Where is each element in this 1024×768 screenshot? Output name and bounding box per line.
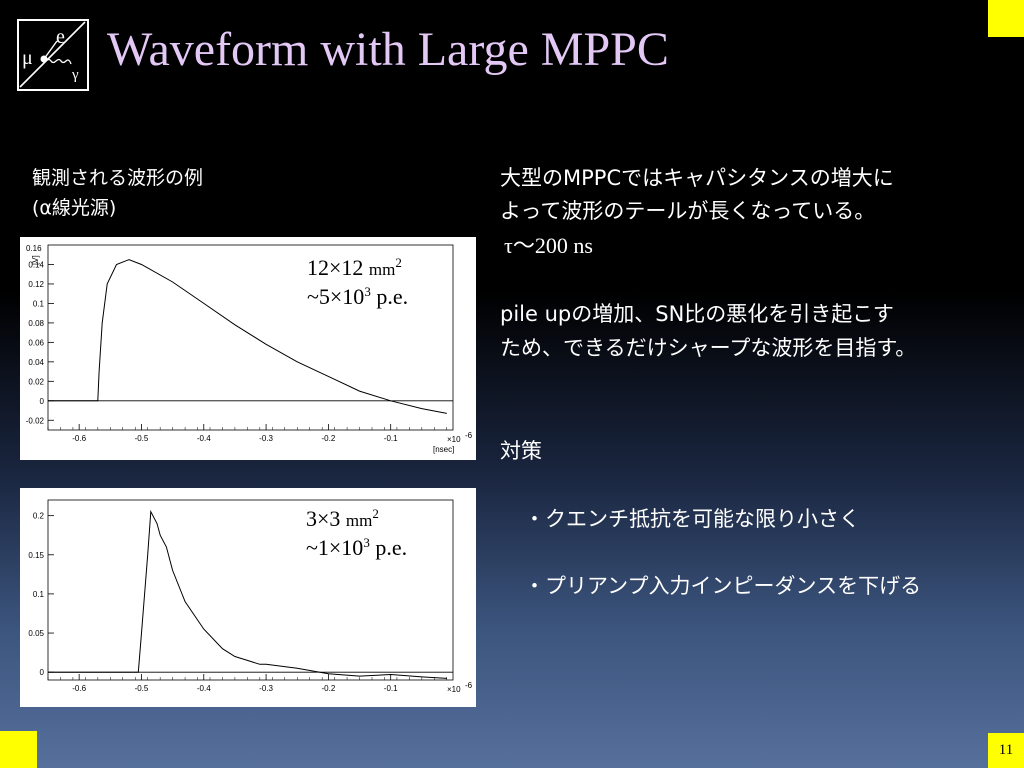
logo-letter-e: e <box>56 26 65 48</box>
body-text-line1: 大型のMPPCではキャパシタンスの増大に <box>500 166 894 190</box>
plot-label-size: 12×12 mm2 <box>307 255 402 283</box>
label-unit: mm <box>345 511 373 530</box>
y-tick-label: 0.02 <box>28 377 44 386</box>
y-tick-label: 0 <box>40 668 45 677</box>
x-tick-label: -0.3 <box>259 684 273 693</box>
y-tick-label: 0.04 <box>28 358 44 367</box>
label-unit-exp: 2 <box>395 255 402 270</box>
label-pe-suffix: p.e. <box>370 284 409 309</box>
waveform-plot-3mm: 0 0.05 0.1 0.15 0.2 -0.6 -0.5 -0.4 -0.3 -0.2 -0.1 ×… <box>20 488 476 707</box>
body-text-line4: pile upの増加、SN比の悪化を引き起こす <box>500 302 894 326</box>
countermeasure-item-1: ・クエンチ抵抗を可能な限り小さく <box>524 507 860 531</box>
x-tick-label: -0.5 <box>135 434 149 443</box>
x-multiplier-label: ×10 <box>447 435 461 444</box>
x-tick-label: -0.2 <box>321 434 335 443</box>
logo-photon-wave <box>45 58 72 65</box>
y-axis-unit: [V] <box>31 255 40 265</box>
x-tick-label: -0.4 <box>197 684 211 693</box>
corner-accent-bottom-left <box>0 731 37 768</box>
label-pe-exp: 3 <box>364 284 371 299</box>
x-tick-label: -0.1 <box>384 684 398 693</box>
y-tick-label: 0.05 <box>28 629 44 638</box>
page-number-text: 11 <box>998 742 1014 758</box>
y-tick-label: 0.15 <box>28 551 44 560</box>
slide-title: Waveform with Large MPPC <box>107 23 669 76</box>
label-pe-prefix: ~5×10 <box>307 284 365 309</box>
y-tick-label: 0.1 <box>33 299 45 308</box>
body-text-line2: よって波形のテールが長くなっている。 <box>500 199 876 223</box>
waveform-plot-12mm: -0.02 0 0.02 0.04 0.06 0.08 0.1 0.12 0.14 -0.6 -0.… <box>20 237 476 460</box>
x-tick-label: -0.6 <box>72 434 86 443</box>
countermeasure-item-2: ・プリアンプ入力インピーダンスを下げる <box>524 574 922 598</box>
label-pe-prefix: ~1×10 <box>306 535 364 560</box>
x-multiplier-exponent: -6 <box>465 681 473 690</box>
x-tick-label: -0.4 <box>197 434 211 443</box>
x-tick-label: -0.2 <box>321 684 335 693</box>
tau-value: τ～200 ns <box>504 233 593 258</box>
y-tick-label: 0 <box>40 397 45 406</box>
waveform-series-line <box>48 259 447 414</box>
corner-accent-top-right <box>988 0 1024 37</box>
y-tick-label: -0.02 <box>26 416 45 425</box>
plot-caption-line2: (α線光源) <box>32 197 117 219</box>
waveform-series-line <box>48 509 447 679</box>
y-tick-label: 0.2 <box>33 512 45 521</box>
plot-frame <box>47 244 454 431</box>
countermeasure-heading: 対策 <box>500 439 542 463</box>
plot-label-pe: ~5×103 p.e. <box>307 284 408 310</box>
page-number: 11 <box>988 733 1024 768</box>
y-tick-label: 0.14 <box>28 260 44 269</box>
logo-diagonal <box>19 21 86 88</box>
label-unit: mm <box>368 260 396 279</box>
x-tick-label: -0.3 <box>259 434 273 443</box>
y-tick-label: 0.1 <box>33 590 45 599</box>
y-axis-scale-label: 0.16 <box>26 244 42 253</box>
label-pe-suffix: p.e. <box>369 535 408 560</box>
waveform-chart-3mm: 0 0.05 0.1 0.15 0.2 -0.6 -0.5 -0.4 -0.3 -0.2 -0.1 ×… <box>28 499 473 694</box>
logo-vertex-dot <box>40 55 48 63</box>
plot-caption-line1: 観測される波形の例 <box>32 167 204 189</box>
label-unit-exp: 2 <box>372 506 379 521</box>
logo-letter-gamma: γ <box>71 67 79 83</box>
body-text-line5: ため、できるだけシャープな波形を目指す。 <box>500 336 917 360</box>
logo-electron-line <box>43 40 58 60</box>
physics-logo: e μ γ <box>17 19 89 91</box>
label-size: 3×3 <box>306 506 341 531</box>
waveform-chart-12mm: -0.02 0 0.02 0.04 0.06 0.08 0.1 0.12 0.14 -0.6 -0.… <box>26 244 473 454</box>
label-pe-exp: 3 <box>363 535 370 550</box>
logo-letter-mu: μ <box>22 47 33 69</box>
x-tick-label: -0.5 <box>135 684 149 693</box>
x-tick-label: -0.6 <box>72 684 86 693</box>
plot-label-pe: ~1×103 p.e. <box>306 535 407 561</box>
plot-frame <box>47 499 454 681</box>
x-axis-unit: [nsec] <box>433 445 454 454</box>
y-tick-label: 0.08 <box>28 319 44 328</box>
label-size: 12×12 <box>307 255 364 280</box>
x-multiplier-exponent: -6 <box>465 431 473 440</box>
x-multiplier-label: ×10 <box>447 685 461 694</box>
plot-label-size: 3×3 mm2 <box>306 506 379 534</box>
y-tick-label: 0.12 <box>28 280 44 289</box>
y-tick-label: 0.06 <box>28 338 44 347</box>
x-tick-label: -0.1 <box>384 434 398 443</box>
